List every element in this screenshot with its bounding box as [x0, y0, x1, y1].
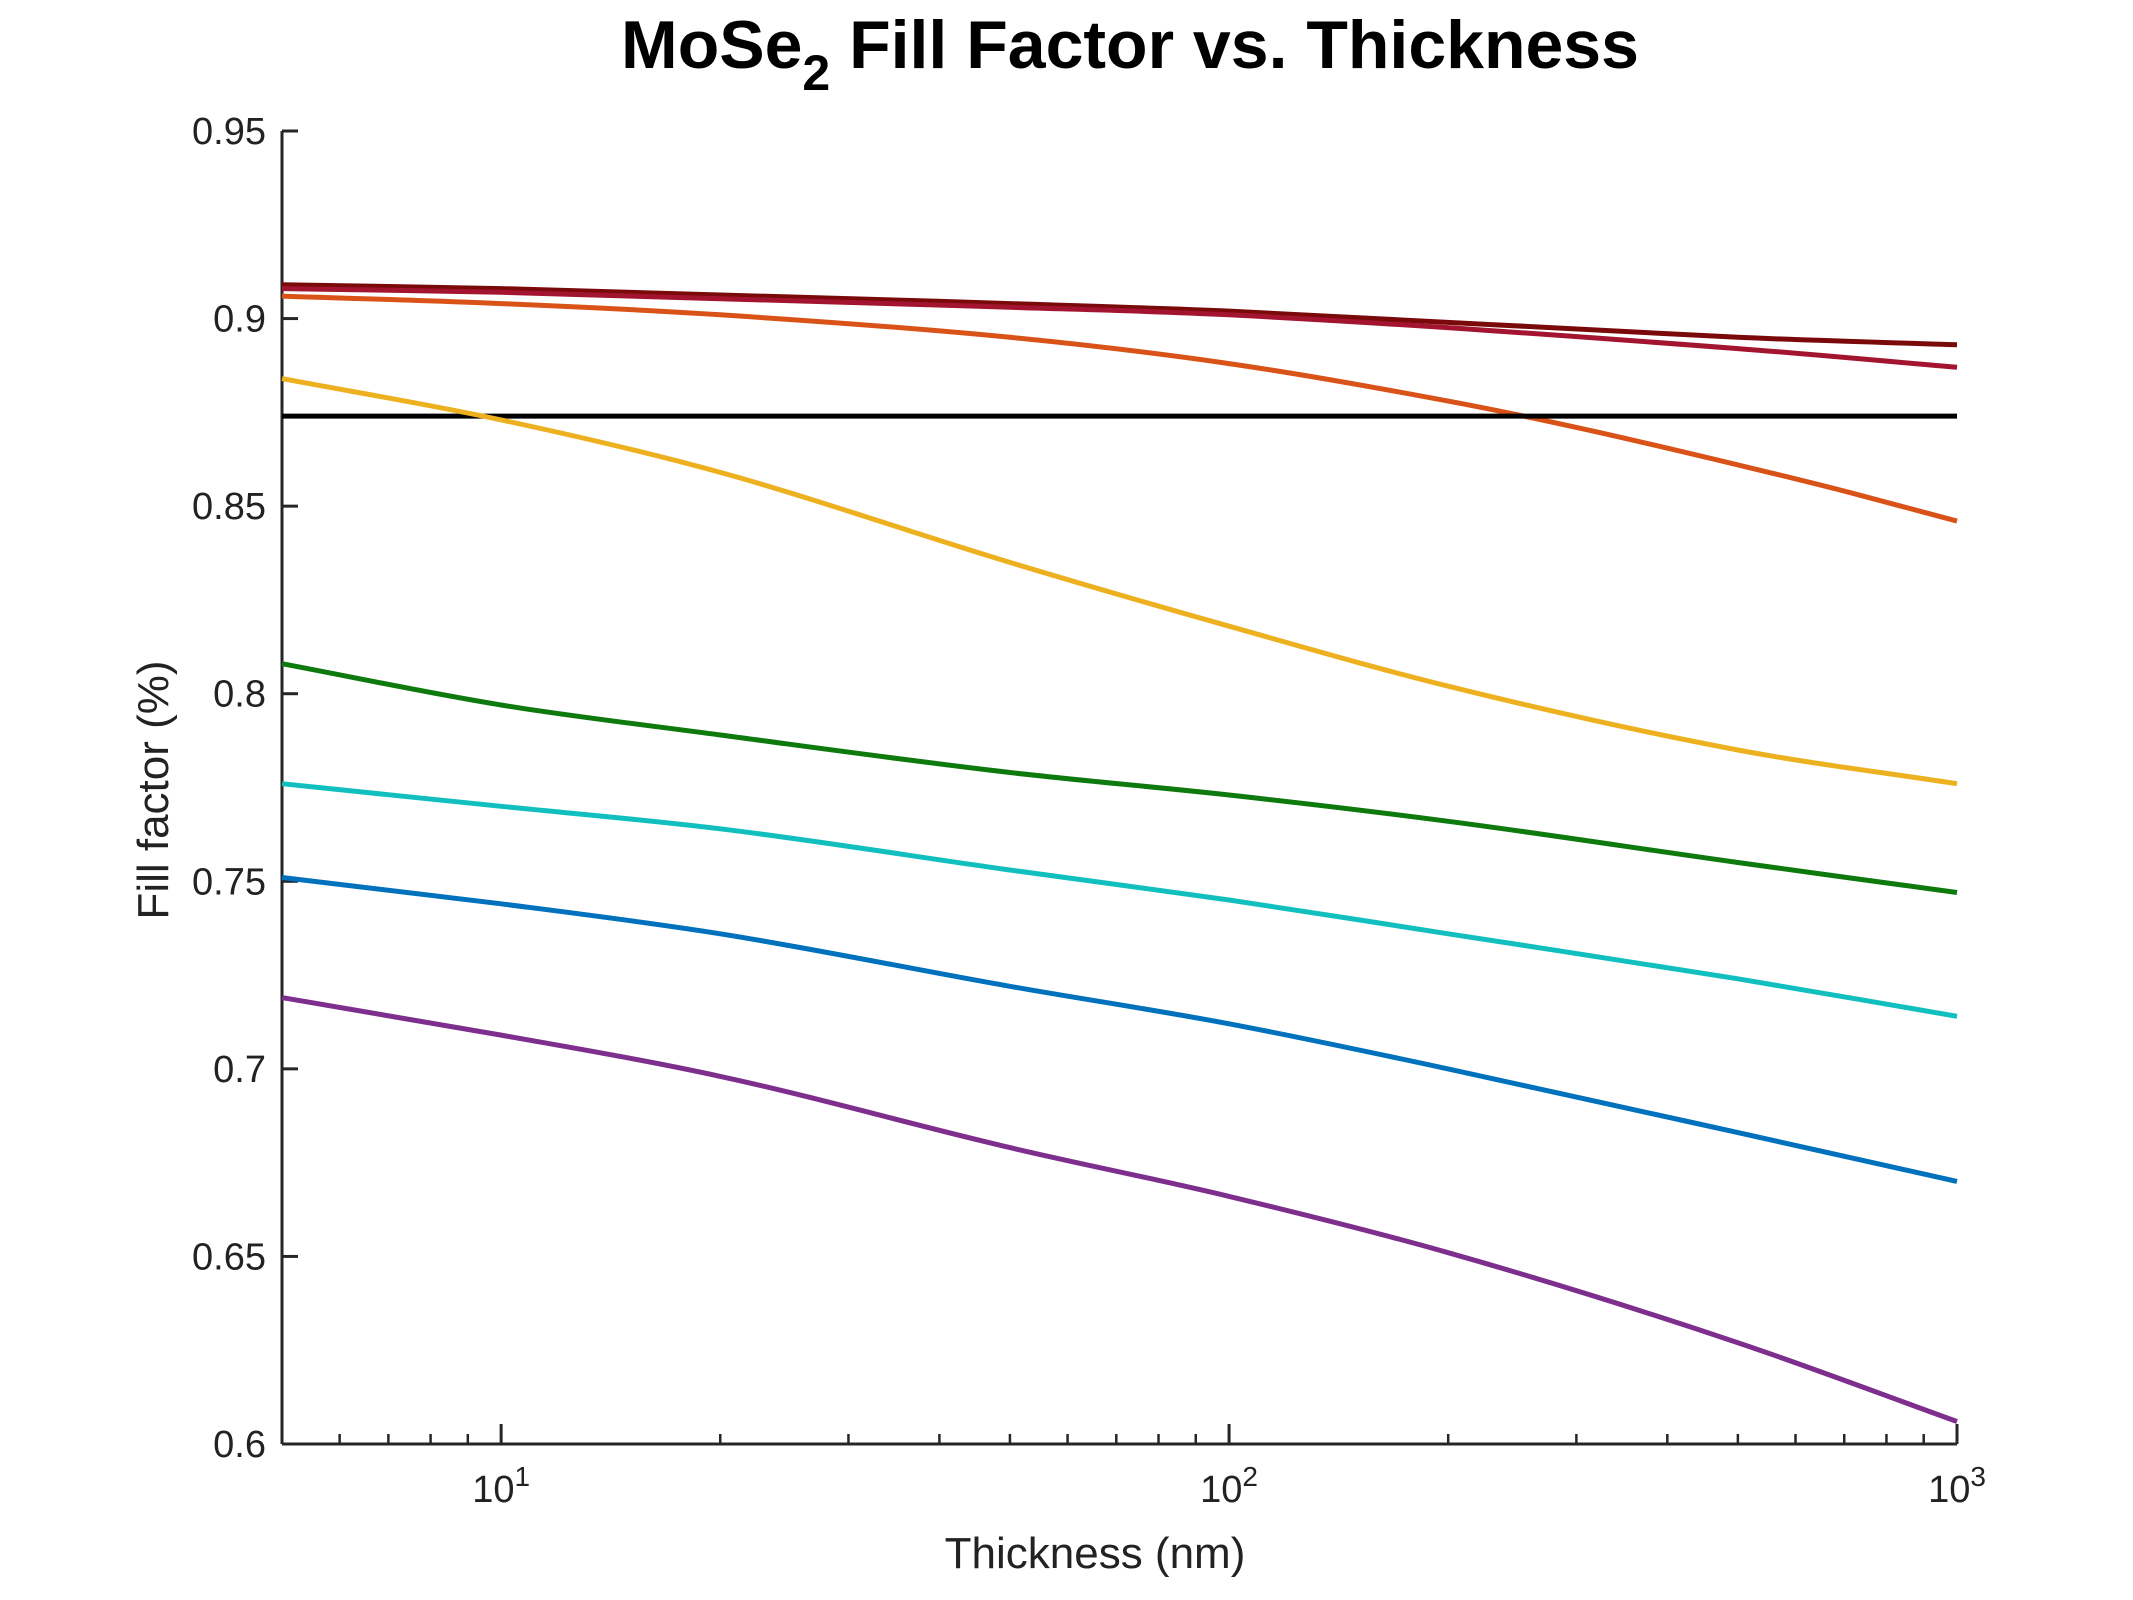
chart-title: MoSe2 Fill Factor vs. Thickness	[621, 7, 1639, 101]
y-tick-label: 0.7	[213, 1049, 266, 1091]
series-line-7	[281, 781, 1958, 1019]
y-tick-label: 0.75	[192, 861, 266, 903]
plot-area: 0.6 0.65 0.7 0.75 0.8 0.85 0.9 0.95 101 102 103	[192, 111, 1986, 1511]
x-tick-label: 103	[1928, 1461, 1986, 1511]
series-line-5	[281, 376, 1958, 787]
series-line-9	[281, 995, 1958, 1424]
chart-title-main: MoSe	[621, 7, 802, 83]
y-tick-label: 0.95	[192, 111, 266, 153]
series-line-1	[281, 282, 1958, 348]
y-tick-label: 0.8	[213, 674, 266, 716]
x-tick-label: 101	[472, 1461, 530, 1511]
y-tick-label: 0.9	[213, 299, 266, 341]
y-axis-label: Fill factor (%)	[129, 660, 178, 919]
series-line-6	[281, 661, 1958, 895]
y-tick-label: 0.65	[192, 1236, 266, 1278]
series-line-8	[281, 875, 1958, 1184]
series-line-3	[281, 293, 1958, 524]
series-line-2	[281, 286, 1958, 370]
y-tick-label: 0.85	[192, 486, 266, 528]
chart-title-subscript: 2	[802, 45, 830, 101]
x-tick-label: 102	[1200, 1461, 1258, 1511]
chart-title-rest: Fill Factor vs. Thickness	[830, 7, 1639, 83]
y-tick-label: 0.6	[213, 1424, 266, 1466]
x-axis-label: Thickness (nm)	[945, 1529, 1246, 1578]
